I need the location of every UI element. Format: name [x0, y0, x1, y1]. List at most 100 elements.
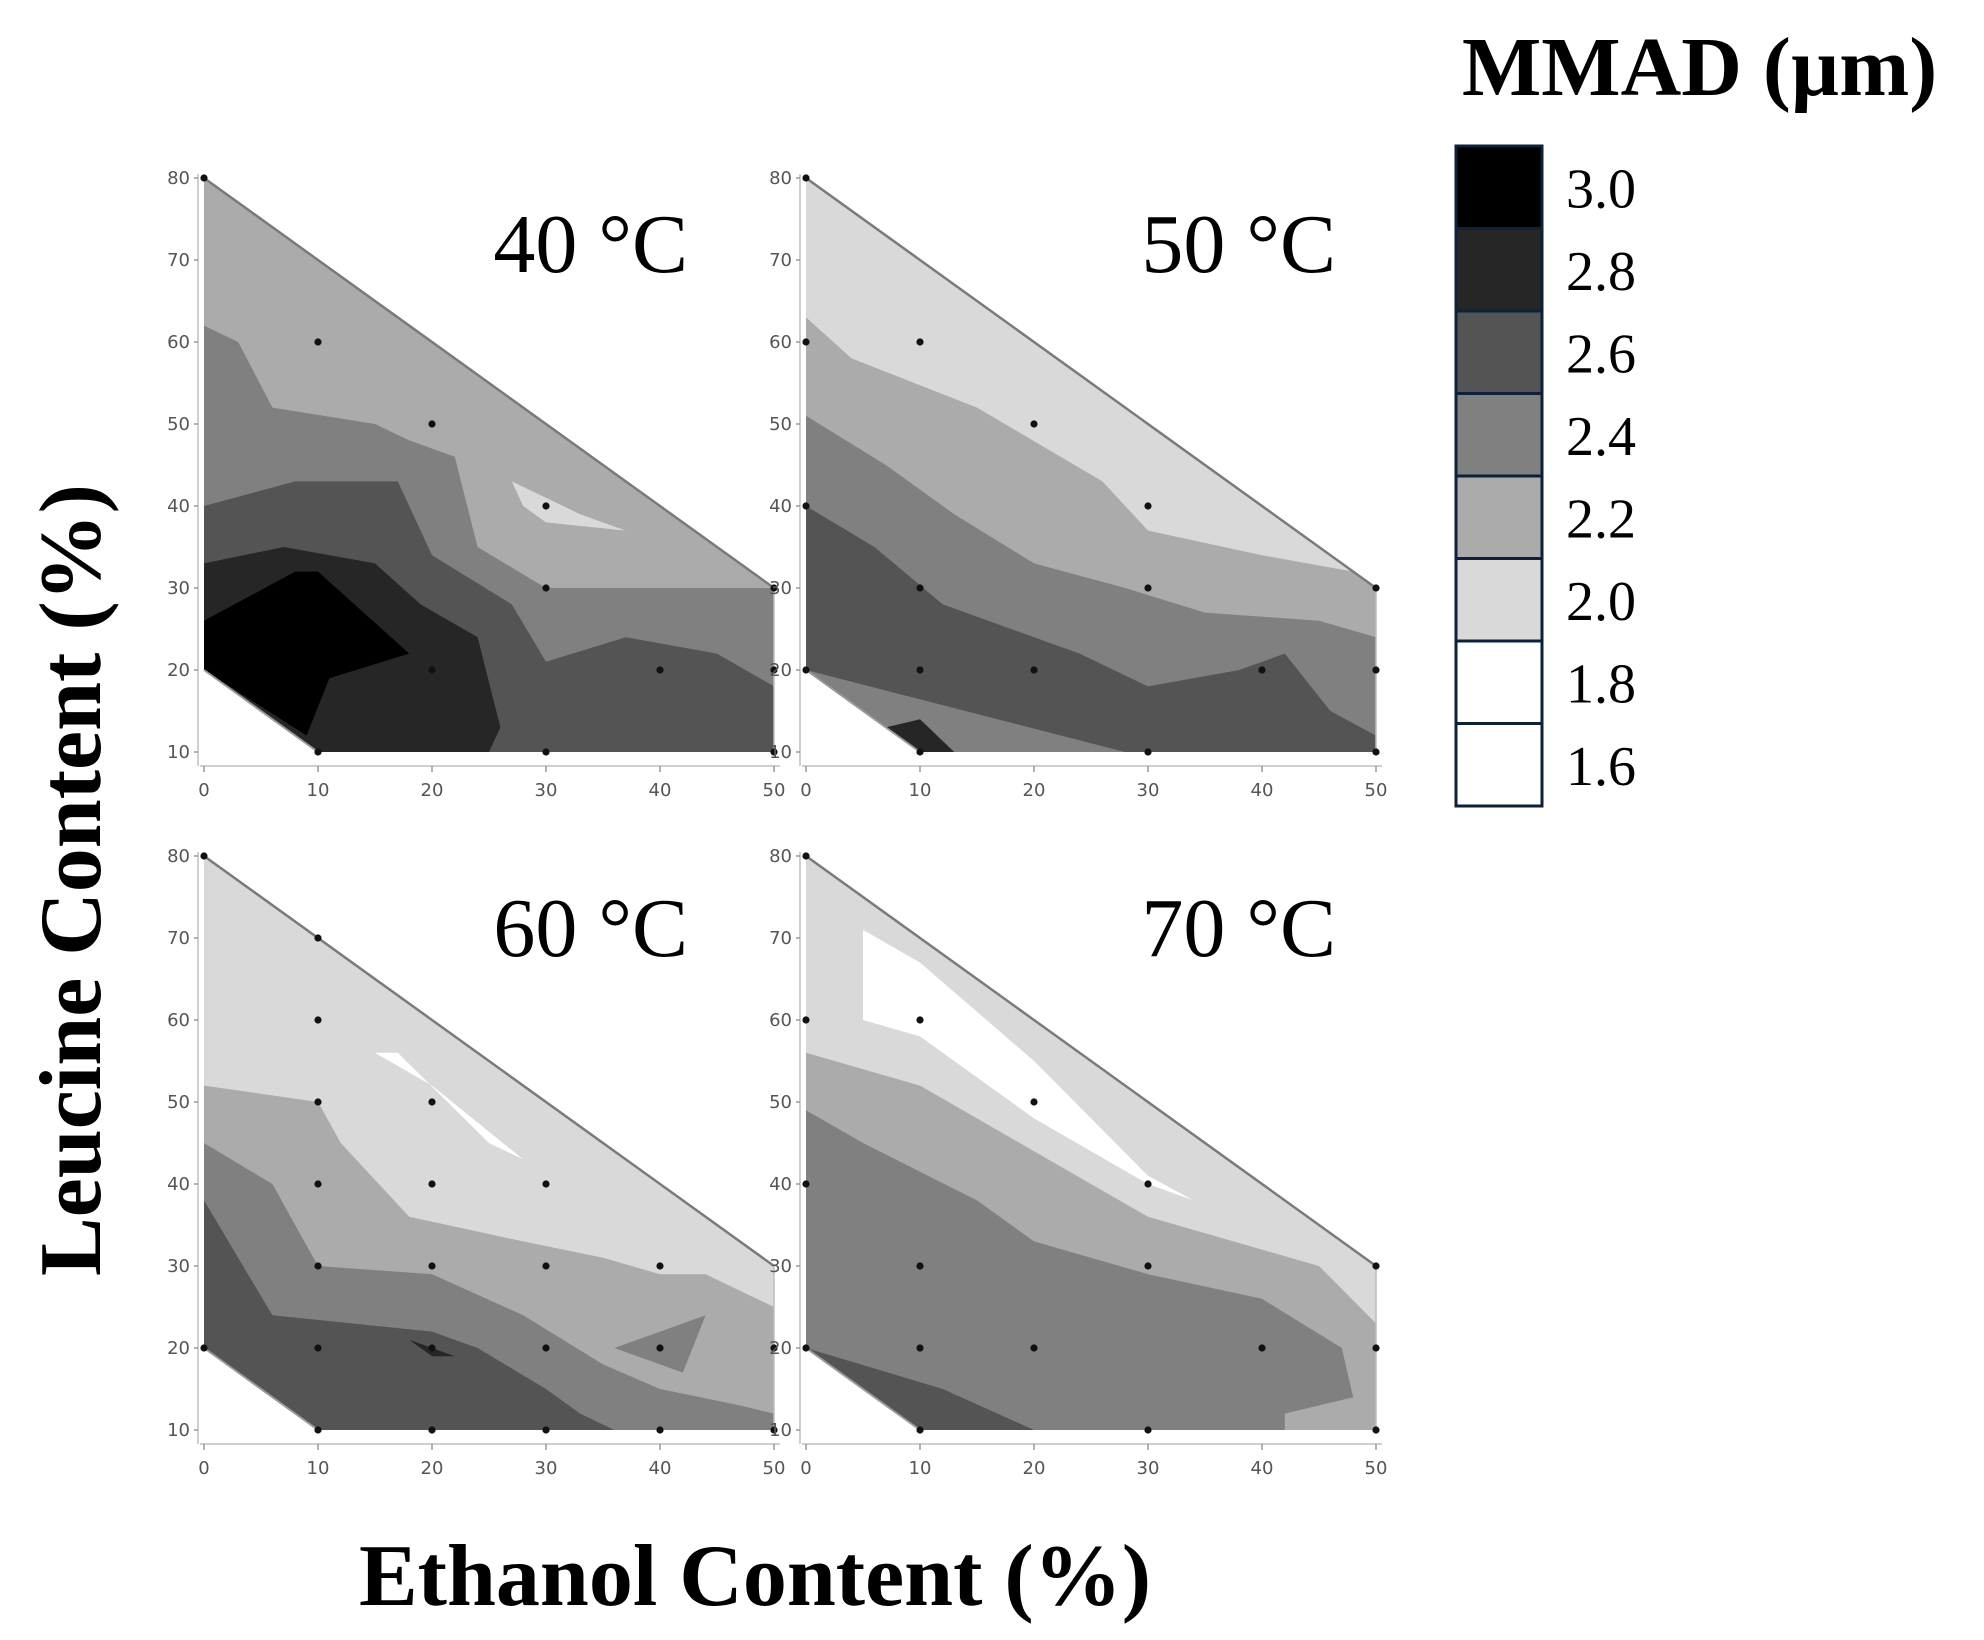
y-tick-label: 70 [769, 250, 792, 271]
legend-label: 2.6 [1566, 323, 1636, 385]
x-tick-label: 50 [1365, 1458, 1388, 1479]
contour-region-2-4 [614, 1315, 706, 1373]
legend-swatch [1454, 557, 1544, 643]
y-tick-label: 60 [769, 332, 792, 353]
x-tick-label: 30 [535, 780, 558, 801]
data-point [542, 1426, 550, 1434]
data-point [200, 852, 208, 860]
data-point [770, 1344, 778, 1352]
data-point [1372, 584, 1380, 592]
data-point [314, 748, 322, 756]
y-tick-label: 60 [167, 1010, 190, 1031]
legend-swatch [1454, 309, 1544, 395]
y-tick-label: 20 [769, 1338, 792, 1359]
data-point [314, 1426, 322, 1434]
y-tick-label: 10 [167, 1420, 190, 1441]
data-point [314, 934, 322, 942]
data-point [1372, 748, 1380, 756]
data-point [802, 1344, 810, 1352]
legend-title: MMAD (µm) [1462, 21, 1937, 114]
data-point [802, 1016, 810, 1024]
data-point [802, 852, 810, 860]
y-tick-label: 80 [769, 168, 792, 189]
contour-region-2-4 [806, 1110, 1354, 1430]
y-tick-label: 70 [769, 928, 792, 949]
data-point [802, 1180, 810, 1188]
data-point [542, 502, 550, 510]
data-point [1144, 502, 1152, 510]
x-tick-label: 50 [763, 1458, 786, 1479]
y-tick-label: 80 [167, 168, 190, 189]
data-point [428, 666, 436, 674]
legend-swatch [1454, 227, 1544, 313]
data-point [916, 666, 924, 674]
data-point [1372, 1262, 1380, 1270]
data-point [314, 338, 322, 346]
data-point [1258, 1344, 1266, 1352]
legend-swatch [1454, 474, 1544, 560]
legend-label: 3.0 [1566, 158, 1636, 220]
data-point [802, 502, 810, 510]
y-tick-label: 40 [769, 496, 792, 517]
x-tick-label: 40 [649, 780, 672, 801]
y-tick-label: 30 [167, 578, 190, 599]
legend-swatch [1454, 144, 1544, 230]
data-point [656, 1344, 664, 1352]
x-tick-label: 20 [1023, 1458, 1046, 1479]
data-point [542, 584, 550, 592]
data-point [1144, 1262, 1152, 1270]
y-tick-label: 60 [769, 1010, 792, 1031]
data-point [1144, 584, 1152, 592]
contour-region-3-0 [204, 571, 410, 736]
x-tick-label: 0 [800, 780, 811, 801]
y-tick-label: 10 [769, 742, 792, 763]
y-tick-label: 30 [167, 1256, 190, 1277]
y-tick-label: 50 [769, 1092, 792, 1113]
data-point [314, 1098, 322, 1106]
y-tick-label: 70 [167, 928, 190, 949]
data-point [1258, 666, 1266, 674]
x-tick-label: 20 [1023, 780, 1046, 801]
contour-region-2-8 [885, 719, 955, 752]
legend-swatch [1454, 722, 1544, 808]
legend-label: 2.8 [1566, 241, 1636, 303]
x-tick-label: 20 [421, 1458, 444, 1479]
y-tick-label: 10 [167, 742, 190, 763]
y-tick-label: 80 [167, 846, 190, 867]
contour-region-1-8 [863, 929, 1194, 1201]
contour-panel-40c: 10 20 30 40 50 60 70 80 0 10 20 30 40 50 40 °C [167, 168, 785, 801]
x-tick-label: 0 [198, 780, 209, 801]
y-axis-title: Leucine Content (%) [23, 484, 120, 1276]
data-point [770, 584, 778, 592]
data-point [314, 1016, 322, 1024]
panel-title: 40 °C [493, 198, 688, 291]
data-point [770, 1426, 778, 1434]
x-tick-label: 50 [1365, 780, 1388, 801]
y-tick-label: 80 [769, 846, 792, 867]
data-point [314, 1344, 322, 1352]
x-axis-title: Ethanol Content (%) [359, 1528, 1151, 1625]
data-point [770, 666, 778, 674]
x-tick-label: 10 [909, 1458, 932, 1479]
legend-label: 2.2 [1566, 488, 1636, 550]
x-tick-label: 0 [198, 1458, 209, 1479]
data-point [1144, 748, 1152, 756]
contour-region-1-8 [375, 1052, 524, 1160]
x-tick-label: 20 [421, 780, 444, 801]
contour-region-2-0 [511, 481, 626, 531]
y-tick-label: 50 [167, 1092, 190, 1113]
y-tick-label: 40 [167, 496, 190, 517]
y-tick-label: 10 [769, 1420, 792, 1441]
data-point [656, 1262, 664, 1270]
data-point [802, 666, 810, 674]
data-point [1372, 1344, 1380, 1352]
contour-region-2-6 [806, 506, 1376, 752]
y-tick-label: 30 [769, 578, 792, 599]
x-tick-label: 30 [1137, 1458, 1160, 1479]
domain-boundary-lower [203, 1347, 319, 1431]
domain-boundary-diagonal [805, 854, 1377, 1268]
domain-boundary-diagonal [203, 176, 775, 590]
domain-boundary-diagonal [203, 854, 775, 1268]
data-point [542, 1344, 550, 1352]
